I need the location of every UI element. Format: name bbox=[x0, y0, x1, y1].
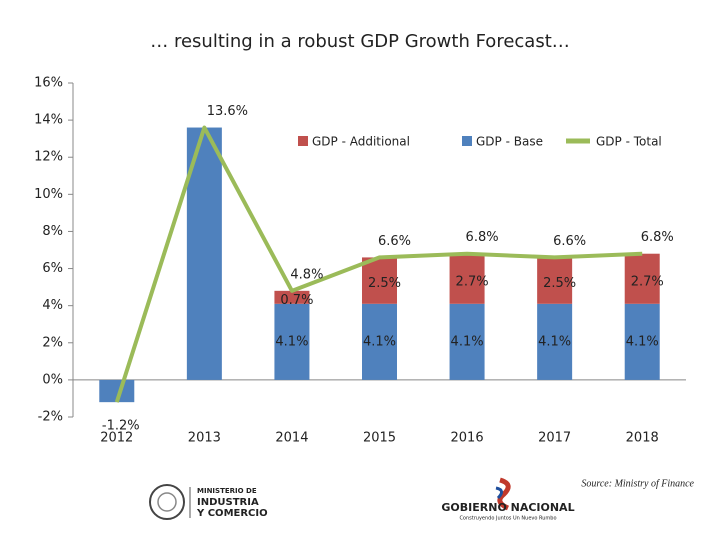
logo-text: MINISTERIO DE bbox=[197, 487, 257, 495]
data-label: 13.6% bbox=[207, 104, 248, 119]
bar bbox=[537, 303, 573, 380]
bar bbox=[624, 303, 660, 380]
bar bbox=[449, 253, 485, 304]
y-tick-label: 2% bbox=[42, 335, 63, 350]
logo-ministry: MINISTERIO DE INDUSTRIA Y COMERCIO bbox=[149, 484, 268, 520]
y-tick-label: 14% bbox=[34, 113, 63, 128]
x-tick-label: 2017 bbox=[538, 431, 571, 446]
bar bbox=[274, 290, 310, 304]
logo-text: Y COMERCIO bbox=[196, 508, 268, 519]
y-tick-label: 10% bbox=[34, 187, 63, 202]
logo-text: INDUSTRIA bbox=[197, 497, 259, 508]
data-label: 6.6% bbox=[553, 234, 586, 249]
bar bbox=[362, 303, 397, 380]
data-label: 2.5% bbox=[368, 276, 401, 291]
data-label: 6.6% bbox=[378, 234, 411, 249]
legend-label: GDP - Additional bbox=[312, 135, 410, 149]
y-tick-label: 6% bbox=[42, 261, 63, 276]
y-tick-label: 0% bbox=[42, 372, 63, 387]
data-label: 2.7% bbox=[456, 274, 489, 289]
bar bbox=[274, 303, 310, 380]
logo-gobierno: GOBIERNO NACIONAL Construyendo Juntos Un… bbox=[441, 477, 575, 522]
bar bbox=[537, 257, 573, 304]
y-tick-label: 16% bbox=[34, 76, 63, 91]
source: Source: Ministry of Finance bbox=[581, 478, 694, 489]
x-tick-label: 2013 bbox=[188, 431, 221, 446]
x-tick-label: 2016 bbox=[451, 431, 484, 446]
bar bbox=[449, 303, 485, 380]
y-tick-label: 4% bbox=[42, 298, 63, 313]
y-tick-label: 8% bbox=[42, 224, 63, 239]
bar bbox=[624, 253, 660, 304]
x-tick-label: 2015 bbox=[363, 431, 396, 446]
data-label: 4.1% bbox=[538, 334, 571, 349]
data-label: 2.7% bbox=[631, 274, 664, 289]
x-tick-label: 2018 bbox=[626, 431, 659, 446]
data-label: 4.1% bbox=[451, 334, 484, 349]
data-label: 4.1% bbox=[275, 334, 308, 349]
x-tick-label: 2014 bbox=[275, 431, 308, 446]
logo-text: Construyendo Juntos Un Nuevo Rumbo bbox=[459, 516, 556, 522]
legend-swatch bbox=[298, 136, 308, 146]
data-label: 4.1% bbox=[626, 334, 659, 349]
data-label: 4.8% bbox=[290, 267, 323, 282]
data-label: 6.8% bbox=[466, 230, 499, 245]
line bbox=[114, 125, 643, 403]
legend-label: GDP - Base bbox=[476, 135, 543, 149]
logo-text: GOBIERNO NACIONAL bbox=[441, 501, 574, 514]
data-label: 2.5% bbox=[543, 276, 576, 291]
bar bbox=[99, 379, 135, 403]
x-tick-label: 2012 bbox=[100, 431, 133, 446]
y-tick-label: 12% bbox=[34, 150, 63, 165]
data-label: -1.2% bbox=[102, 419, 140, 434]
legend-label: GDP - Total bbox=[596, 135, 662, 149]
chart-title: … resulting in a robust GDP Growth Forec… bbox=[150, 31, 570, 52]
data-label: 0.7% bbox=[280, 293, 313, 308]
data-label: 6.8% bbox=[641, 230, 674, 245]
y-tick-label: -2% bbox=[38, 410, 63, 425]
legend-swatch bbox=[462, 136, 472, 146]
data-label: 4.1% bbox=[363, 334, 396, 349]
bar bbox=[362, 257, 397, 304]
